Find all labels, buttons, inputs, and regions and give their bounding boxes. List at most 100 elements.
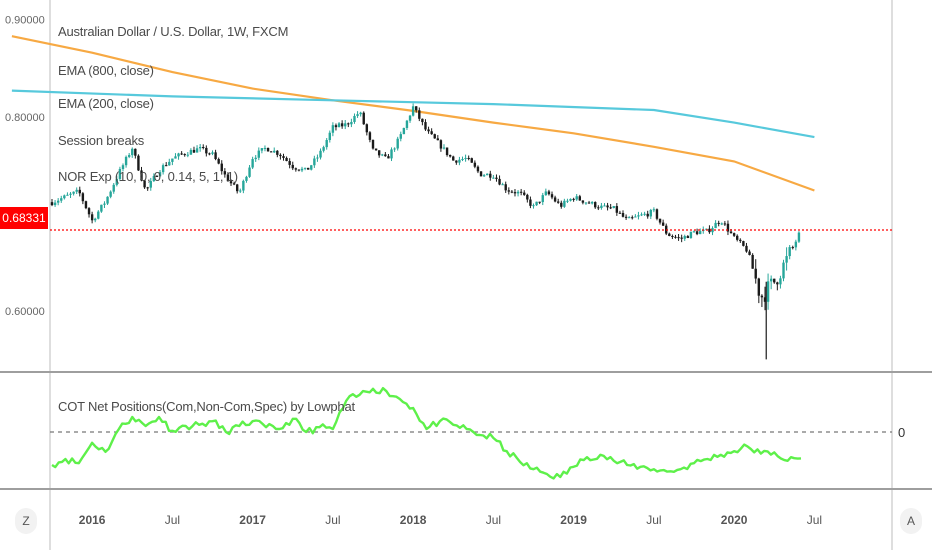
x-tick-label: 2020 [721, 513, 748, 527]
candle-body [189, 149, 193, 155]
candle-body [732, 233, 736, 236]
candle-body [634, 216, 637, 218]
candle-body [56, 200, 60, 203]
candle-body [183, 154, 186, 156]
legend-nor-exp[interactable]: NOR Exp (10, 0, 0, 0.14, 5, 1, 1) [58, 169, 238, 184]
x-tick-label: 2016 [79, 513, 106, 527]
legend-ema-800[interactable]: EMA (800, close) [58, 63, 154, 78]
candle-body [470, 158, 473, 163]
candle-body [523, 192, 526, 195]
candle-body [776, 282, 779, 285]
candle-body [223, 171, 227, 175]
candle-body [668, 233, 671, 236]
candle-body [791, 247, 794, 249]
candle-body [535, 201, 538, 206]
candle-body [612, 206, 615, 209]
candle-body [121, 165, 125, 169]
candle-body [649, 209, 652, 217]
x-tick-label: Jul [325, 513, 340, 527]
candle-body [313, 158, 316, 166]
candle-body [553, 197, 557, 202]
candle-body [90, 214, 94, 221]
candle-body [260, 148, 264, 151]
candle-body [319, 150, 322, 158]
candle-body [134, 148, 137, 156]
candle-body [584, 202, 588, 204]
candle-body [180, 153, 183, 155]
candle-body [146, 187, 149, 189]
auto-scale-button[interactable]: A [900, 508, 922, 534]
legend-session-breaks[interactable]: Session breaks [58, 133, 145, 148]
candle-body [788, 247, 791, 257]
candle-body [115, 178, 119, 185]
candle-body [235, 184, 239, 192]
candle-body [161, 165, 165, 173]
candle-body [754, 268, 757, 279]
candle-body [276, 150, 279, 155]
x-tick-label: Jul [486, 513, 501, 527]
candle-body [436, 138, 440, 141]
candle-body [458, 159, 461, 163]
candle-body [519, 191, 523, 193]
candle-body [97, 211, 100, 219]
candle-body [455, 160, 458, 163]
candle-body [529, 199, 532, 206]
candle-body [390, 149, 393, 159]
candle-body [550, 194, 554, 198]
candle-body [50, 202, 54, 206]
candle-body [106, 196, 109, 204]
candle-body [334, 125, 338, 128]
candle-body [347, 123, 350, 125]
candle-body [769, 278, 773, 282]
candle-body [526, 194, 529, 200]
candle-body [158, 172, 162, 177]
candle-body [208, 153, 211, 155]
cot-net-line [51, 387, 802, 480]
candle-body [100, 204, 103, 212]
candle-body [399, 134, 402, 139]
candle-body [344, 123, 347, 127]
lower-pane-title[interactable]: COT Net Positions(Com,Non-Com,Spec) by L… [58, 399, 355, 414]
candle-body [479, 171, 483, 177]
candle-body [714, 222, 717, 229]
candle-body [273, 150, 276, 153]
candle-body [486, 173, 489, 176]
candle-body [232, 183, 236, 185]
candle-body [785, 256, 788, 263]
candle-body [402, 127, 406, 135]
candle-body [445, 147, 449, 156]
candle-body [310, 165, 313, 170]
candle-body [646, 213, 649, 217]
x-tick-label: Jul [646, 513, 661, 527]
candle-body [393, 148, 396, 150]
candle-body [501, 184, 504, 186]
candle-body [294, 168, 298, 170]
y-tick-label: 0.60000 [5, 306, 45, 318]
candle-body [350, 121, 353, 125]
candle-body [532, 205, 535, 207]
y-tick-label: 0.90000 [5, 15, 45, 27]
candle-body [149, 181, 152, 188]
candle-body [751, 254, 754, 269]
candle-body [384, 154, 387, 157]
candle-body [748, 251, 751, 255]
candle-body [60, 198, 63, 201]
candle-body [560, 202, 563, 207]
candle-body [245, 176, 248, 181]
candle-body [396, 138, 399, 149]
candle-body [263, 147, 267, 149]
candle-body [205, 147, 208, 154]
candle-body [377, 150, 381, 156]
candle-body [627, 217, 631, 219]
candle-body [594, 202, 597, 208]
candle-body [359, 112, 362, 115]
candle-body [371, 139, 375, 149]
candle-body [467, 157, 470, 159]
candle-body [165, 165, 168, 167]
candle-body [356, 114, 359, 116]
candle-body [94, 218, 97, 221]
legend-ema-200[interactable]: EMA (200, close) [58, 96, 154, 111]
timezone-button[interactable]: Z [15, 508, 37, 534]
candle-body [84, 201, 88, 209]
